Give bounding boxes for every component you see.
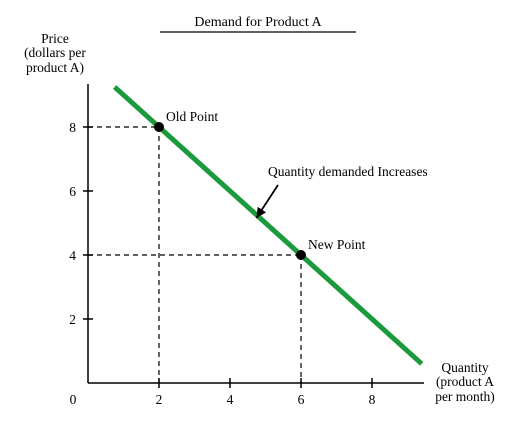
y-tick-label: 8 [69,120,76,135]
y-axis-label-line-2: (dollars per [24,45,86,60]
y-tick-label: 4 [69,248,76,263]
y-axis-label-line-3: product A) [26,60,84,75]
y-axis-label: Price (dollars per product A) [24,31,86,75]
annotation-text: Quantity demanded Increases [268,164,428,179]
x-axis-label-line-2: (product A [436,374,494,389]
series-group [112,85,424,366]
data-point [154,122,164,132]
chart-title: Demand for Product A [194,15,322,30]
chart-title-group: Demand for Product A [160,15,356,33]
point-label: New Point [308,237,366,252]
y-ticks: 2 4 6 8 [69,120,93,327]
x-axis-label-line-3: per month) [435,389,495,404]
data-point [296,250,306,260]
x-tick-label: 8 [369,392,376,407]
points-group: Old Point New Point [154,109,366,260]
demand-line [112,85,424,366]
y-tick-label: 6 [69,184,76,199]
x-axis-label-line-1: Quantity [441,360,488,375]
x-axis-label: Quantity (product A per month) [435,360,495,404]
point-label: Old Point [166,109,218,124]
annotation-arrow-head [256,206,267,218]
x-tick-label: 2 [156,392,163,407]
x-tick-label: 4 [227,392,234,407]
y-tick-label: 2 [69,312,76,327]
y-axis-label-line-1: Price [41,31,69,46]
x-tick-label: 6 [298,392,305,407]
guide-lines [88,126,302,383]
annotations-group: Quantity demanded Increases [255,164,428,219]
origin-label: 0 [70,392,77,407]
